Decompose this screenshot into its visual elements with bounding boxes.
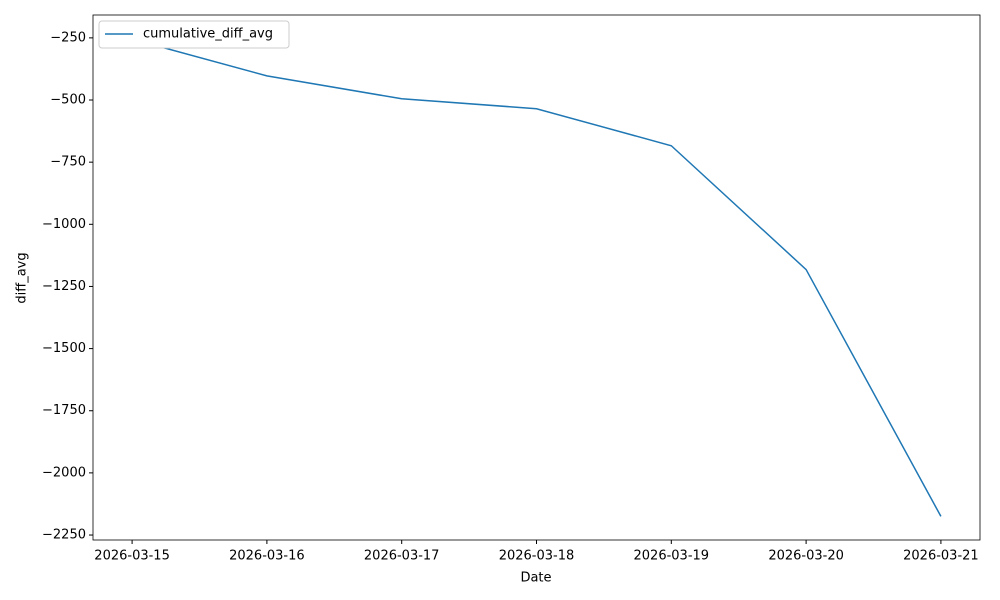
x-tick-label: 2026-03-16 <box>229 549 305 564</box>
plot-frame <box>92 14 981 541</box>
x-tick-label: 2026-03-21 <box>903 549 979 564</box>
x-tick-label: 2026-03-17 <box>364 549 440 564</box>
legend-box <box>98 20 290 49</box>
y-tick-label: −1250 <box>42 279 86 294</box>
data-line <box>131 38 942 517</box>
x-tick-label: 2026-03-19 <box>634 549 710 564</box>
y-tick-label: −1750 <box>42 403 86 418</box>
x-axis-label: Date <box>520 571 551 586</box>
x-tick-label: 2026-03-18 <box>499 549 575 564</box>
x-tick-label: 2026-03-20 <box>768 549 844 564</box>
y-tick-label: −2000 <box>42 465 86 480</box>
y-tick-label: −500 <box>50 93 86 108</box>
y-tick-label: −1500 <box>42 341 86 356</box>
legend-label: cumulative_diff_avg <box>143 27 273 42</box>
y-tick-label: −250 <box>50 30 86 45</box>
x-tick-label: 2026-03-15 <box>94 549 170 564</box>
y-tick-label: −2250 <box>42 528 86 543</box>
y-tick-label: −1000 <box>42 217 86 232</box>
y-axis-label: diff_avg <box>15 252 30 303</box>
y-tick-label: −750 <box>50 155 86 170</box>
